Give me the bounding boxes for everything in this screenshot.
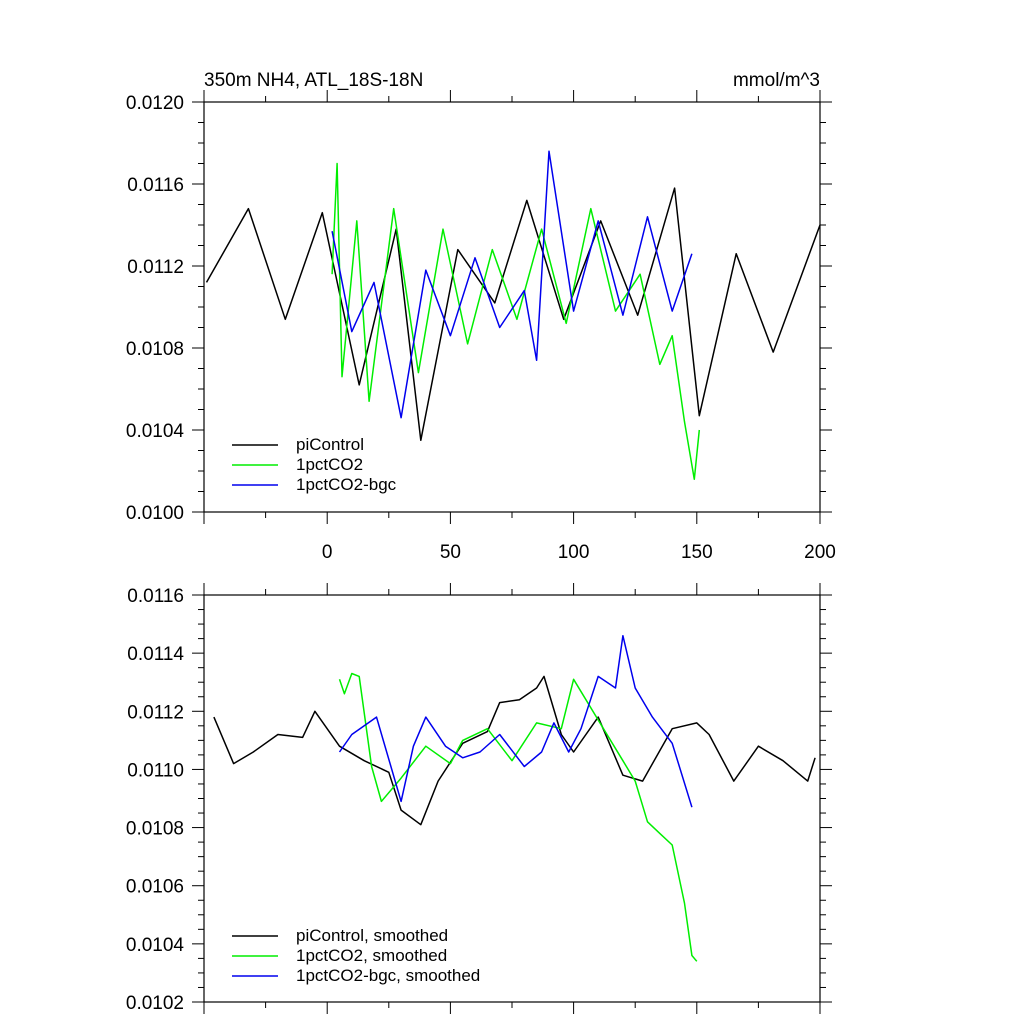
top-series-line-picontrol — [205, 187, 821, 442]
top-x-tick-label: 0 — [322, 542, 333, 563]
top-series-line-1pctco2 — [331, 162, 701, 480]
bottom-series-line-1pctco2-smoothed — [338, 672, 698, 962]
bottom-chart-frame — [203, 594, 821, 1003]
top-y-tick-label: 0.0112 — [127, 257, 184, 278]
bottom-y-tick-label: 0.0116 — [127, 586, 184, 607]
top-y-tick-label: 0.0116 — [127, 175, 184, 196]
bottom-y-tick-label: 0.0102 — [126, 993, 184, 1014]
top-y-tick-label: 0.0100 — [126, 503, 184, 524]
top-x-tick-label: 200 — [804, 542, 836, 563]
top-chart-frame — [203, 101, 821, 513]
bottom-y-tick-label: 0.0108 — [126, 819, 184, 840]
bottom-y-tick-label: 0.0114 — [127, 644, 184, 665]
bottom-legend-label: 1pctCO2-bgc, smoothed — [296, 966, 480, 985]
top-x-tick-label: 50 — [440, 542, 461, 563]
bottom-legend-label: piControl, smoothed — [296, 926, 448, 945]
top-legend-label: piControl — [296, 435, 364, 454]
bottom-y-tick-label: 0.0106 — [126, 877, 184, 898]
bottom-series-line-1pctco2-bgc-smoothed — [338, 634, 693, 808]
bottom-y-tick-label: 0.0112 — [127, 702, 184, 723]
bottom-chart-panel: 0.0102 0.0104 0.0106 0.0108 0.0110 0.0112 0.01… — [126, 583, 832, 1014]
bottom-series-line-picontrol-smoothed — [213, 675, 816, 826]
top-y-tick-label: 0.0104 — [126, 421, 185, 442]
bottom-legend-label: 1pctCO2, smoothed — [296, 946, 447, 965]
top-x-tick-label: 100 — [558, 542, 590, 563]
bottom-y-tick-label: 0.0110 — [127, 760, 184, 781]
bottom-chart-marks: 0.0102 0.0104 0.0106 0.0108 0.0110 0.0112 0.01… — [126, 583, 832, 1014]
top-chart-title: 350m NH4, ATL_18S-18N — [204, 70, 423, 91]
top-legend-label: 1pctCO2-bgc — [296, 475, 397, 494]
top-y-tick-label: 0.0108 — [126, 339, 184, 360]
top-chart-units: mmol/m^3 — [733, 70, 820, 91]
bottom-y-tick-label: 0.0104 — [126, 935, 185, 956]
top-series-line-1pctco2-bgc — [331, 150, 693, 419]
top-chart-panel: 350m NH4, ATL_18S-18N mmol/m^3 0.01000.0… — [126, 70, 836, 563]
top-y-tick-label: 0.0120 — [126, 93, 184, 114]
top-x-tick-label: 150 — [681, 542, 713, 563]
top-chart-marks: 0.0100 0.0104 0.0108 0.0112 0.0116 0.0120 0 50 1… — [126, 90, 836, 563]
top-legend-label: 1pctCO2 — [296, 455, 363, 474]
